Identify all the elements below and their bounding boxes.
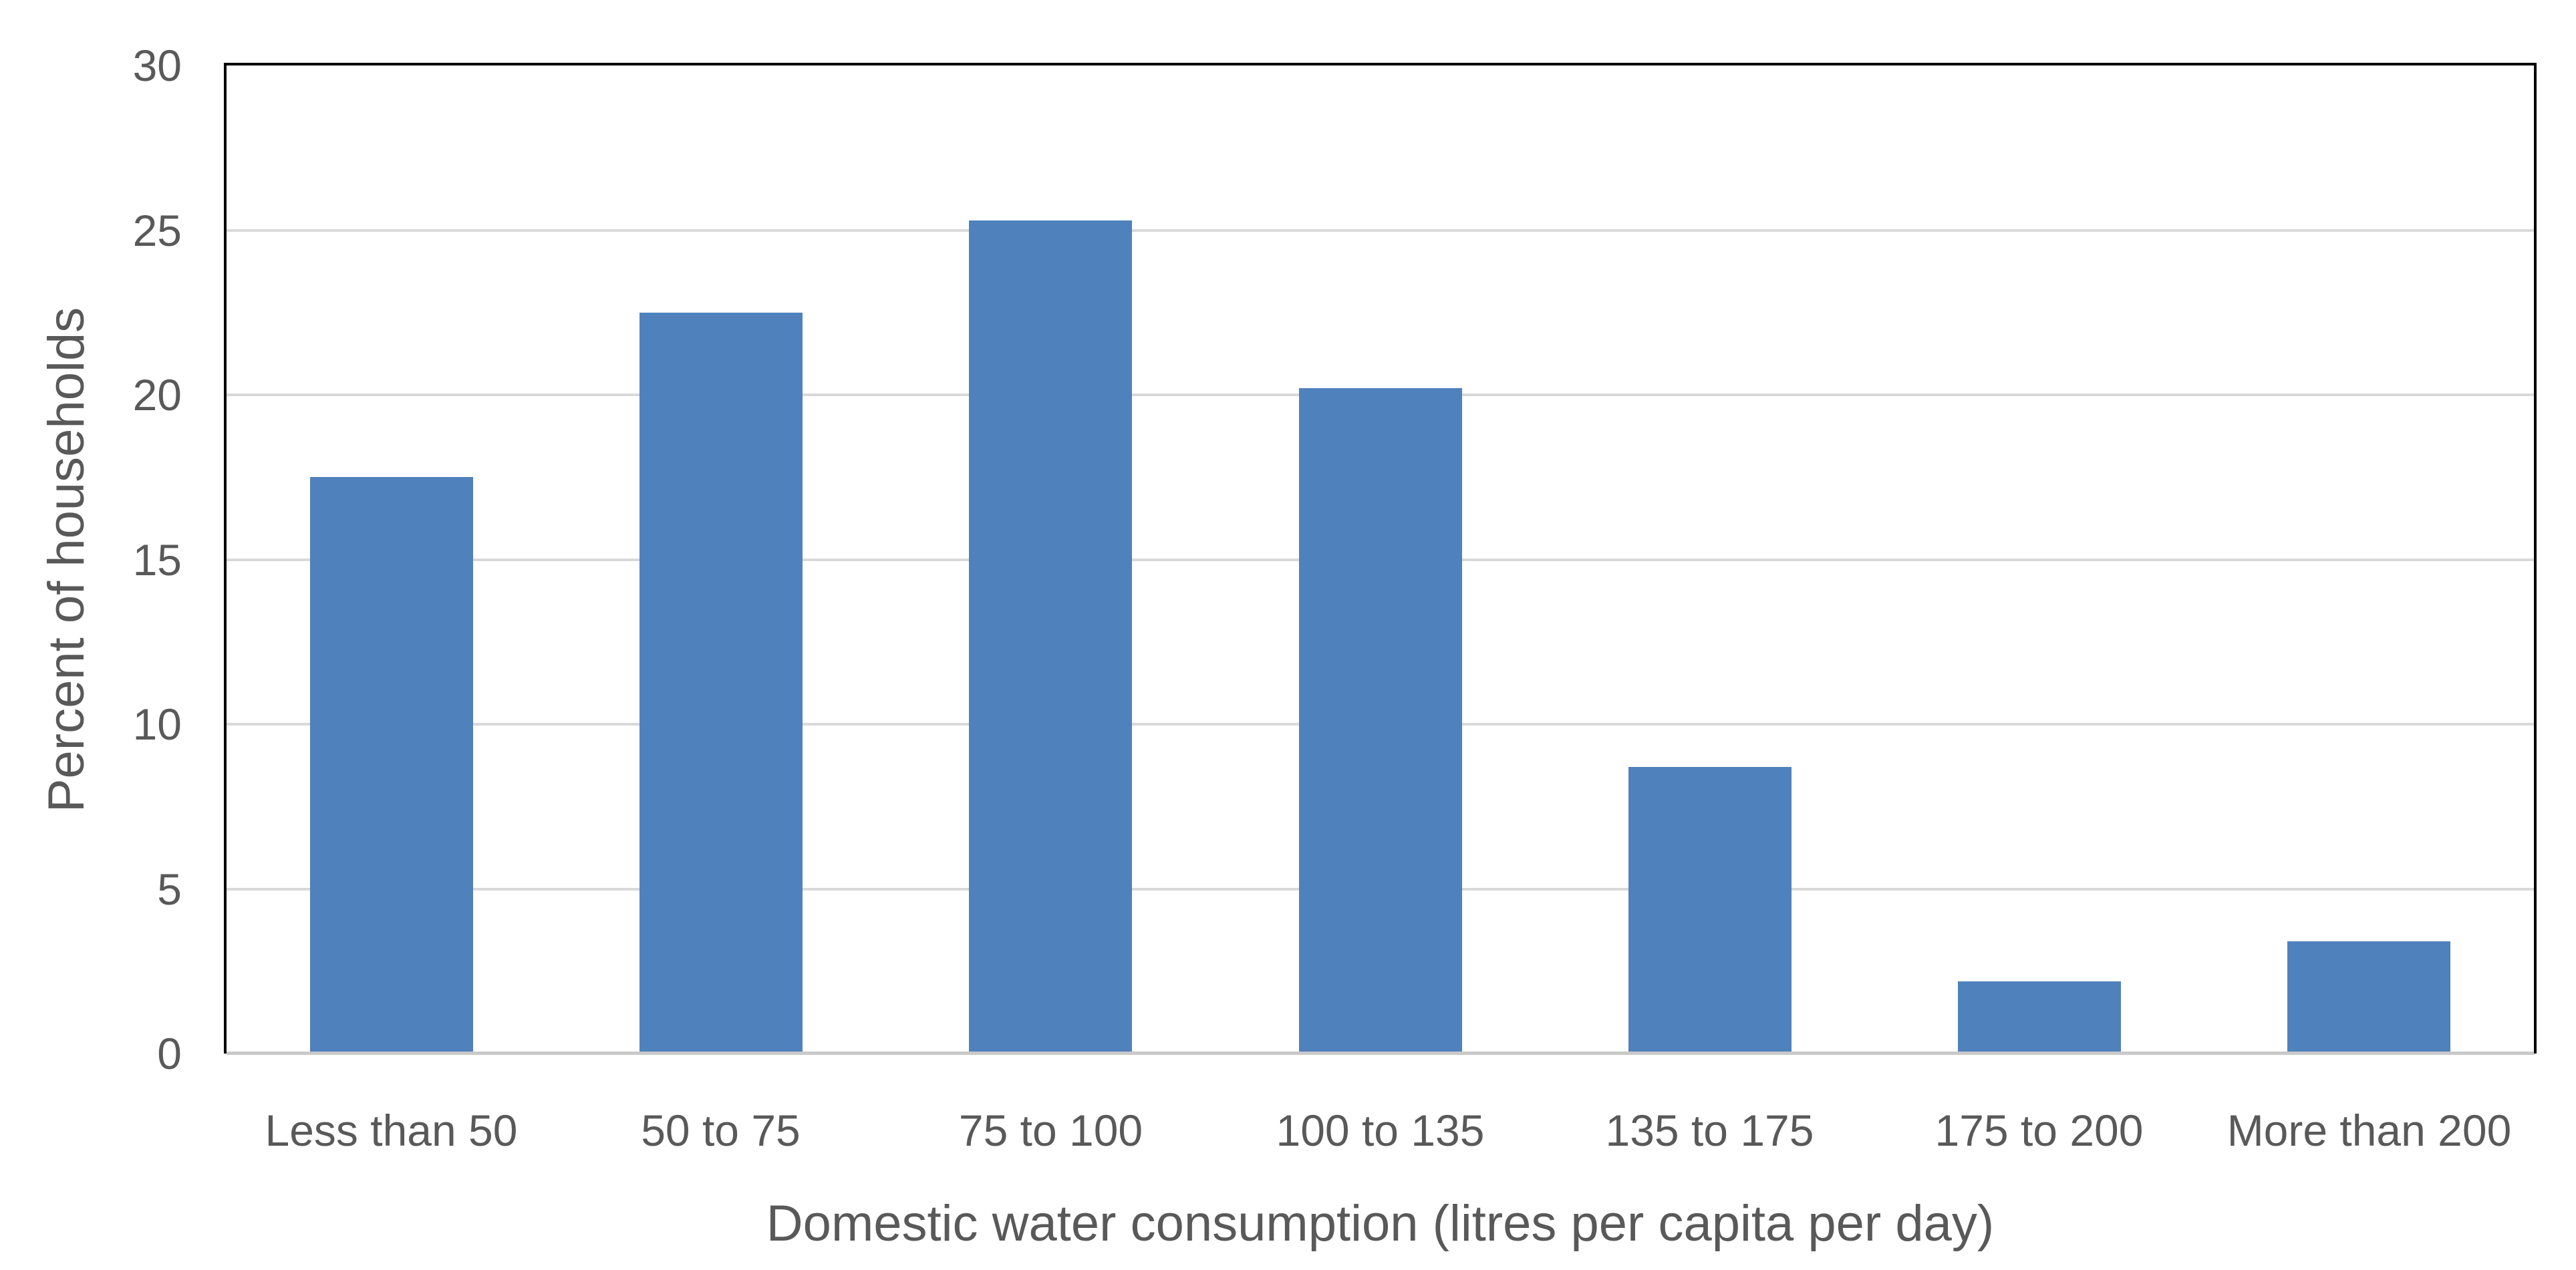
x-axis-title: Domestic water consumption (litres per c… (766, 1195, 1995, 1252)
x-axis-line (227, 1052, 2534, 1055)
x-category-label: 50 to 75 (641, 1106, 801, 1155)
bar (1958, 981, 2121, 1054)
bar (1628, 767, 1792, 1054)
bar (1299, 388, 1462, 1054)
y-tick-label: 25 (132, 205, 182, 255)
bar (969, 220, 1132, 1054)
y-tick-label: 10 (132, 699, 182, 749)
bar (310, 477, 473, 1054)
y-tick-label: 15 (132, 534, 182, 585)
gridline (227, 228, 2534, 232)
y-tick-label: 0 (157, 1029, 182, 1078)
y-tick-label: 30 (132, 41, 182, 90)
x-category-label: 135 to 175 (1605, 1106, 1814, 1155)
x-category-label: More than 200 (2227, 1106, 2512, 1155)
plot-area (224, 63, 2537, 1055)
x-category-label: 75 to 100 (958, 1106, 1143, 1155)
x-category-label: 175 to 200 (1935, 1106, 2144, 1155)
bar (2287, 941, 2450, 1054)
y-tick-label: 5 (157, 864, 182, 914)
bar (639, 313, 803, 1054)
x-category-label: 100 to 135 (1276, 1106, 1485, 1155)
x-category-label: Less than 50 (265, 1106, 518, 1155)
y-tick-label: 20 (132, 370, 182, 420)
